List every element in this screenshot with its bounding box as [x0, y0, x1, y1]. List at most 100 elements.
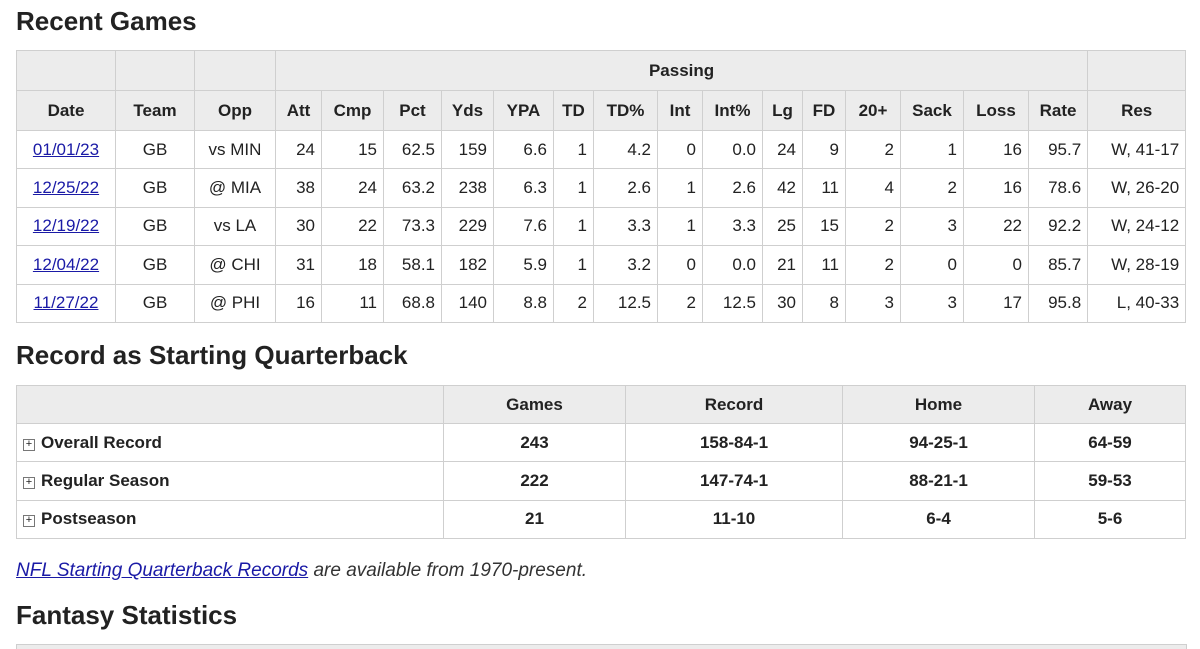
cell: 1 [553, 168, 594, 208]
column-header: Opp [194, 90, 276, 131]
cell: 3 [845, 283, 901, 323]
cell: 11/27/22 [16, 283, 116, 323]
cell: vs MIN [194, 129, 276, 170]
group-header-row: Passing [16, 50, 1187, 91]
row-label-cell: + Regular Season [16, 461, 444, 501]
cell: 24 [321, 168, 384, 208]
group-header: Passing [274, 50, 1089, 91]
cell: 3.3 [702, 206, 763, 247]
record-table: Games Record Home Away + Overall Record 243 158… [16, 385, 1186, 540]
column-header: Team [115, 90, 195, 131]
cell: 243 [443, 422, 626, 463]
cell: 1 [900, 129, 964, 170]
cell: 42 [762, 168, 803, 208]
cell: 4.2 [593, 129, 658, 170]
cell: 1 [553, 206, 594, 247]
cell: W, 26-20 [1087, 168, 1187, 208]
cell: 58.1 [383, 245, 442, 285]
cell: 1 [553, 129, 594, 170]
cell: GB [115, 245, 195, 285]
game-row: 12/19/22 GB vs LA 30 22 73.3 229 7.6 1 3.3 1 3.3 25 1… [16, 206, 1187, 247]
cell: 0 [657, 245, 703, 285]
note-text: are available from 1970-present. [313, 560, 587, 581]
cell: 0 [657, 129, 703, 170]
date-link[interactable]: 12/19/22 [32, 216, 100, 236]
expand-icon[interactable]: + [23, 438, 35, 451]
cell: 11 [802, 245, 846, 285]
column-header: Date [16, 90, 116, 131]
cell: 2 [657, 283, 703, 323]
record-row: + Regular Season 222 147-74-1 88-21-1 59-53 [16, 461, 1186, 501]
cell: 147-74-1 [625, 461, 843, 501]
header-cell [1087, 50, 1187, 91]
cell: 0 [963, 245, 1029, 285]
column-header: Pct [383, 90, 442, 131]
cell: 30 [275, 206, 322, 247]
cell: 22 [963, 206, 1029, 247]
expand-icon[interactable]: + [23, 515, 35, 528]
cell: 12/25/22 [16, 168, 116, 208]
record-row: + Overall Record 243 158-84-1 94-25-1 64-59 [16, 422, 1186, 463]
cell: 25 [762, 206, 803, 247]
cell: 59-53 [1034, 461, 1186, 501]
cell: 159 [441, 129, 494, 170]
cell: 62.5 [383, 129, 442, 170]
cell: 24 [762, 129, 803, 170]
cell: 73.3 [383, 206, 442, 247]
table-header-edge [16, 644, 1187, 649]
cell: 78.6 [1027, 168, 1089, 208]
note: NFL Starting Quarterback Records are ava… [16, 560, 587, 582]
cell: @ PHI [194, 283, 276, 323]
column-header: YPA [493, 90, 554, 131]
cell: 2.6 [593, 168, 658, 208]
cell: 12/19/22 [16, 206, 116, 247]
cell: 94-25-1 [842, 422, 1035, 463]
cell: 182 [441, 245, 494, 285]
cell: 1 [657, 168, 703, 208]
cell: 2 [900, 168, 964, 208]
cell: 2 [845, 129, 901, 170]
cell: 15 [802, 206, 846, 247]
game-row: 12/04/22 GB @ CHI 31 18 58.1 182 5.9 1 3.2 0 0.0 21 1… [16, 245, 1187, 285]
cell: 6.6 [493, 129, 554, 170]
date-link[interactable]: 11/27/22 [33, 293, 99, 313]
cell: W, 24-12 [1087, 206, 1187, 247]
cell: 9 [802, 129, 846, 170]
game-row: 01/01/23 GB vs MIN 24 15 62.5 159 6.6 1 4.2 0 0.0 24… [16, 129, 1187, 170]
date-link[interactable]: 12/04/22 [32, 254, 100, 274]
cell: 16 [963, 129, 1029, 170]
column-header: Sack [900, 90, 964, 131]
cell: 4 [845, 168, 901, 208]
section-title: Recent Games [16, 6, 197, 36]
cell: GB [115, 129, 195, 170]
column-header: Yds [441, 90, 494, 131]
cell: 3.3 [593, 206, 658, 247]
cell: 64-59 [1034, 422, 1186, 463]
cell: 95.7 [1027, 129, 1089, 170]
cell: 12/04/22 [16, 245, 116, 285]
cell: @ MIA [194, 168, 276, 208]
column-header: FD [802, 90, 846, 131]
cell: 140 [441, 283, 494, 323]
cell: GB [115, 283, 195, 323]
cell: 92.2 [1027, 206, 1089, 247]
column-header: Res [1087, 90, 1187, 131]
cell: 1 [657, 206, 703, 247]
cell: 16 [963, 168, 1029, 208]
expand-icon[interactable]: + [23, 477, 35, 490]
date-link[interactable]: 01/01/23 [32, 139, 100, 159]
cell: 22 [321, 206, 384, 247]
record-row: + Postseason 21 11-10 6-4 5-6 [16, 499, 1186, 540]
cell: W, 28-19 [1087, 245, 1187, 285]
cell: 95.8 [1027, 283, 1089, 323]
note-link[interactable]: NFL Starting Quarterback Records [16, 560, 309, 581]
header-cell [115, 50, 195, 91]
date-link[interactable]: 12/25/22 [32, 178, 100, 198]
cell: 2 [553, 283, 594, 323]
cell: 31 [275, 245, 322, 285]
header-row: Games Record Home Away [16, 385, 1186, 424]
cell: vs LA [194, 206, 276, 247]
cell: @ CHI [194, 245, 276, 285]
